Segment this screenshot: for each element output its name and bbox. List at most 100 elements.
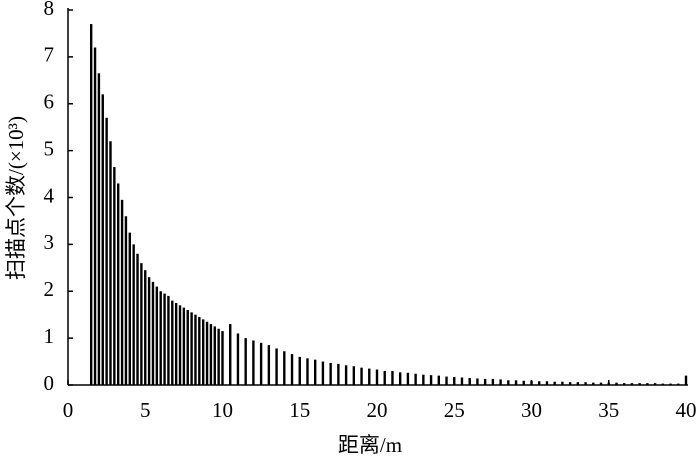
y-tick-label: 1	[44, 324, 55, 348]
bar	[229, 324, 232, 385]
bar	[140, 263, 143, 385]
bar	[460, 377, 464, 385]
bar	[576, 382, 580, 385]
bar	[646, 383, 649, 385]
bar	[383, 370, 386, 385]
y-tick-label: 6	[44, 90, 55, 114]
bar	[584, 382, 587, 385]
x-tick-label: 5	[140, 398, 151, 422]
bar	[677, 383, 680, 385]
bar	[259, 342, 263, 385]
bar	[429, 375, 433, 385]
x-tick-label: 25	[444, 398, 465, 422]
x-tick-label: 10	[212, 398, 233, 422]
bar	[623, 383, 626, 385]
bar	[213, 326, 216, 385]
bar	[198, 317, 201, 385]
bar	[244, 338, 247, 385]
y-tick-label: 2	[44, 277, 55, 301]
bar	[283, 351, 286, 385]
bar	[522, 380, 525, 385]
bar	[468, 377, 471, 385]
bar	[329, 362, 332, 385]
bar	[314, 359, 317, 385]
bar	[360, 367, 363, 385]
bar	[483, 378, 487, 385]
x-tick-label: 30	[521, 398, 542, 422]
bar	[653, 383, 657, 385]
bar	[337, 363, 340, 385]
bar	[171, 300, 174, 385]
x-axis-label: 距离/m	[338, 433, 402, 457]
bar	[599, 382, 603, 385]
bar	[190, 312, 193, 385]
bar	[109, 141, 112, 385]
bar	[368, 368, 371, 385]
bar	[117, 183, 120, 385]
bar	[306, 358, 309, 385]
bar	[194, 314, 197, 385]
bar	[252, 340, 255, 385]
bar	[592, 382, 595, 385]
bar	[201, 319, 205, 385]
bar	[298, 356, 301, 385]
bar	[174, 302, 178, 385]
y-axis-label: 扫描点个数/(×10³)	[4, 116, 28, 280]
bar	[538, 381, 541, 385]
bar	[155, 286, 159, 385]
bar	[553, 381, 556, 385]
bar	[113, 167, 116, 385]
bar	[321, 361, 325, 385]
bar	[163, 293, 166, 385]
bar	[476, 378, 479, 385]
bar	[352, 366, 356, 385]
bar	[124, 216, 128, 385]
x-tick-label: 20	[367, 398, 388, 422]
bar	[147, 277, 151, 385]
bar	[97, 73, 101, 385]
bar	[514, 380, 518, 385]
bar	[499, 379, 502, 385]
bar	[422, 374, 425, 385]
bar	[275, 348, 278, 385]
bar	[391, 370, 394, 385]
bar	[437, 375, 440, 385]
bar	[684, 375, 688, 385]
bar	[186, 310, 189, 385]
bar	[630, 383, 634, 385]
bar	[607, 382, 610, 385]
bar	[205, 321, 209, 385]
bar	[236, 333, 240, 385]
bar	[561, 381, 564, 385]
y-tick-label: 4	[44, 183, 55, 207]
x-tick-label: 40	[676, 398, 697, 422]
bar	[445, 376, 448, 385]
bar	[182, 307, 186, 385]
bar	[638, 383, 641, 385]
bar	[669, 383, 672, 385]
bar	[491, 378, 495, 385]
bar	[398, 372, 402, 385]
bar	[530, 380, 533, 385]
bar	[406, 372, 410, 385]
bar	[209, 324, 213, 385]
bar	[507, 380, 510, 385]
bar	[101, 94, 104, 385]
y-tick-label: 5	[44, 136, 55, 160]
bar	[221, 331, 224, 385]
bar	[545, 381, 549, 385]
bar	[120, 199, 124, 385]
bar	[159, 291, 162, 385]
bar	[167, 295, 170, 385]
y-tick-label: 3	[44, 230, 55, 254]
bar	[290, 354, 294, 385]
bar	[151, 281, 155, 385]
bar	[93, 47, 97, 385]
x-tick-label: 0	[63, 398, 74, 422]
bar	[105, 117, 108, 385]
bar	[132, 244, 135, 385]
bar	[89, 24, 93, 385]
bar	[267, 345, 271, 385]
bar	[144, 270, 147, 385]
